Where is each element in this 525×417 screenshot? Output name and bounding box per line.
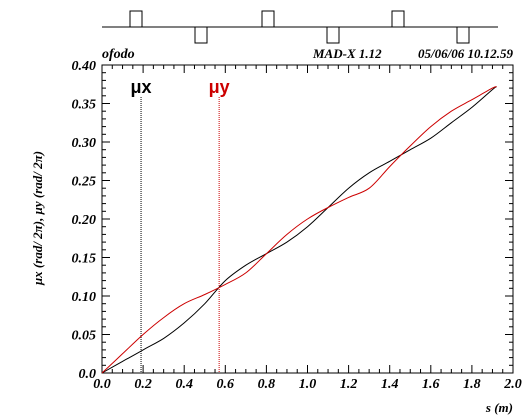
header-date-time: 05/06/06 10.12.59 [418, 46, 513, 61]
lattice-element [261, 10, 275, 28]
axis-ticks [101, 64, 514, 374]
y-axis-label: μx (rad/ 2π), μy (rad/ 2π) [30, 151, 45, 286]
x-tick-label: 0.0 [93, 377, 111, 392]
y-tick-label: 0.05 [72, 329, 97, 344]
series-lines [101, 86, 497, 374]
y-tick-labels: 0.0 0.05 0.10 0.15 0.20 0.25 0.30 0.35 0.40 [72, 59, 97, 382]
y-tick-label: 0.40 [72, 59, 97, 74]
lattice-element [456, 26, 470, 44]
phase-marker-label: μx [131, 77, 152, 97]
lattice-element [129, 10, 143, 28]
x-tick-label: 0.2 [134, 377, 152, 392]
lattice-element [391, 10, 405, 28]
series-line-mux [101, 86, 497, 374]
y-tick-label: 0.30 [72, 136, 97, 151]
header-name: ofodo [102, 47, 135, 62]
y-tick-label: 0.10 [72, 290, 97, 305]
x-tick-label: 1.0 [299, 377, 317, 392]
x-tick-label: 0.8 [258, 377, 276, 392]
x-tick-label: 1.8 [463, 377, 481, 392]
phase-marker-label: μy [209, 77, 230, 97]
x-tick-label: 0.4 [175, 377, 193, 392]
header-program: MAD-X 1.12 [312, 46, 382, 61]
lattice-element [194, 26, 208, 44]
y-tick-label: 0.20 [72, 213, 97, 228]
x-tick-label: 1.4 [381, 377, 399, 392]
x-tick-label: 1.6 [422, 377, 440, 392]
y-tick-label: 0.0 [79, 367, 97, 382]
y-tick-label: 0.35 [72, 98, 97, 113]
phase-markers: μx μy [131, 77, 230, 372]
y-tick-label: 0.15 [72, 252, 97, 267]
y-tick-label: 0.25 [72, 175, 97, 190]
lattice-strip [102, 10, 498, 44]
x-tick-labels: 0.0 0.2 0.4 0.6 0.8 1.0 1.2 1.4 1.6 1.8 2.0 [93, 377, 522, 392]
x-axis-label: s (m) [485, 400, 513, 415]
series-line-muy [101, 86, 497, 374]
x-tick-label: 1.2 [340, 377, 358, 392]
lattice-element [326, 26, 340, 44]
x-tick-label: 2.0 [503, 377, 522, 392]
x-tick-label: 0.6 [217, 377, 235, 392]
